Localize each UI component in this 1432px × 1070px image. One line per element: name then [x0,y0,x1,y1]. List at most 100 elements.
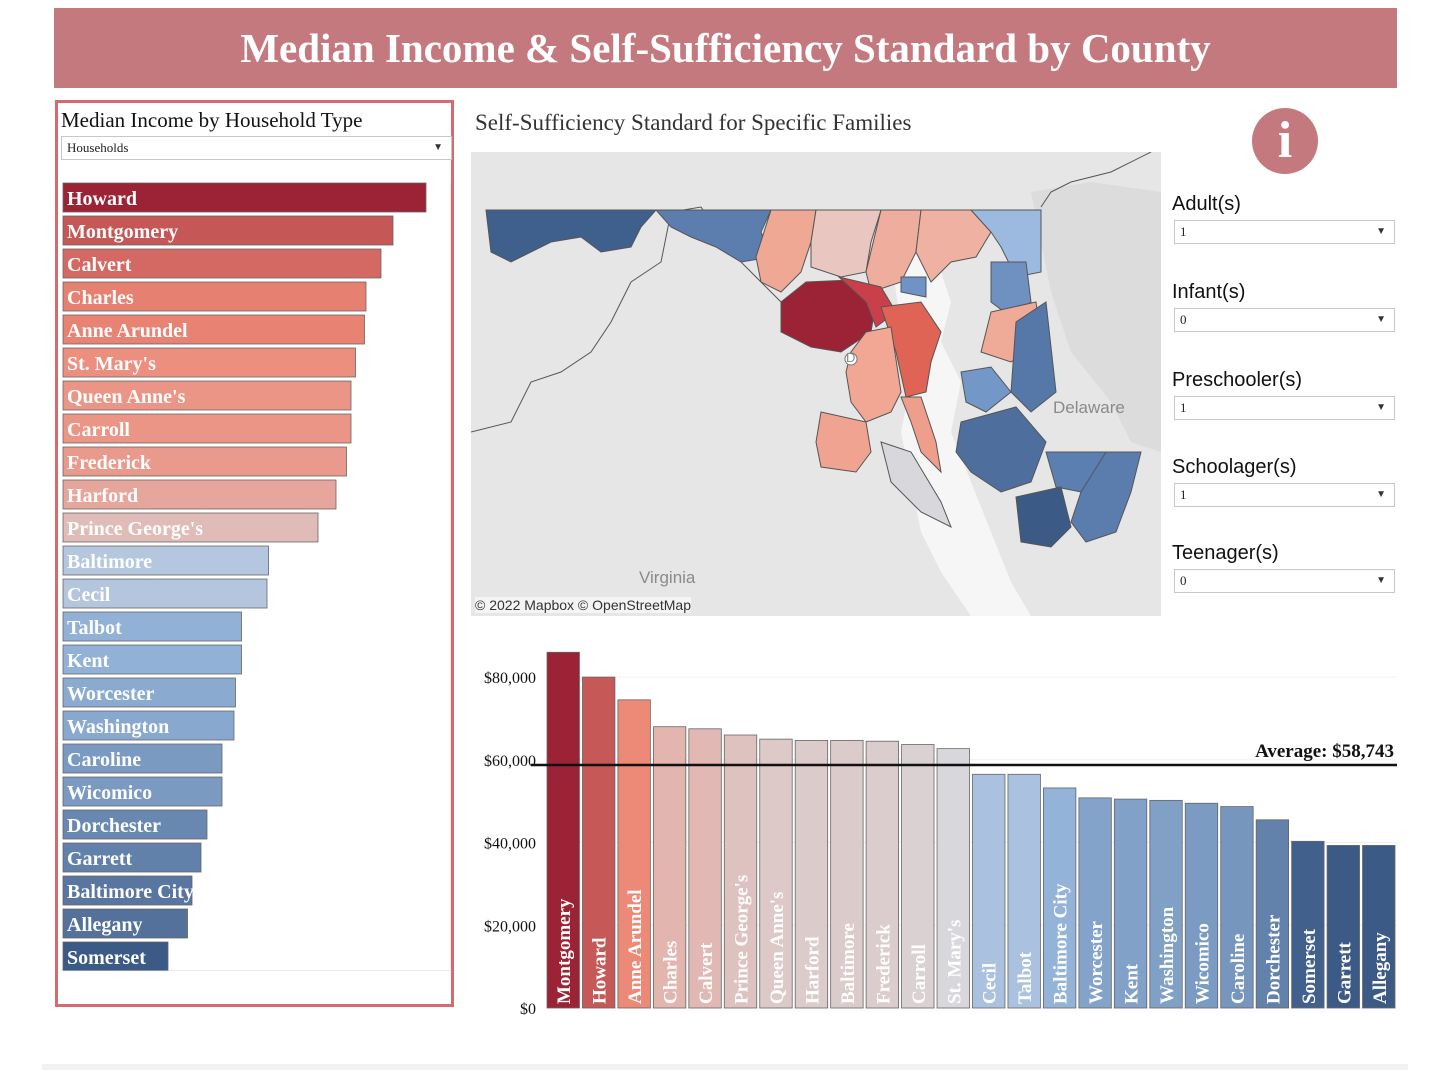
household-type-select[interactable]: Households ▼ [61,136,452,160]
standard-bar [1220,806,1254,1009]
standard-bar-label: Wicomico [1192,923,1213,1004]
standard-bar [652,726,687,1009]
title-banner: Median Income & Self-Sufficiency Standar… [54,8,1397,88]
filter-preschoolers-value: 1 [1180,400,1187,415]
income-bar [62,215,394,246]
income-bar-label: Carroll [67,419,130,441]
income-bar-label: Caroline [67,749,141,771]
county-caroline[interactable] [1010,301,1057,413]
income-bar-label: Baltimore City [67,881,194,903]
filter-infants-select[interactable]: 0 ▼ [1174,308,1395,332]
dc-marker [844,352,858,366]
standard-bar-label: Baltimore [838,923,859,1004]
income-bar [62,842,202,873]
income-bar [62,809,208,840]
income-bar [62,743,223,774]
income-bar-label: Baltimore [67,551,152,573]
standard-bar-label: Howard [590,937,611,1004]
standard-bar [688,728,722,1009]
standard-bar-label: St. Mary's [944,920,965,1004]
y-tick-label: $60,000 [484,753,536,770]
income-bar [62,875,193,906]
standard-bar [972,773,1006,1009]
county-charles[interactable] [815,411,872,473]
income-bar-label: Cecil [67,584,111,606]
county-anne-arundel[interactable] [880,301,942,398]
standard-bar-label: Allegany [1370,932,1391,1004]
chevron-down-icon: ▼ [1376,402,1386,413]
standard-bar-label: Montgomery [554,898,575,1004]
income-bar-label: Anne Arundel [67,320,188,342]
county-garrett-allegany[interactable] [485,209,658,263]
standard-bar-label: Cecil [980,963,1001,1004]
standard-bar-label: Harford [802,936,823,1004]
county-baltimore-city[interactable] [900,276,927,298]
standard-bar [901,744,935,1009]
filter-teenagers-select[interactable]: 0 ▼ [1174,569,1395,593]
county-washington[interactable] [654,209,772,263]
income-bar [62,512,319,543]
income-bar [62,776,223,807]
map-title: Self-Sufficiency Standard for Specific F… [475,110,912,135]
county-talbot[interactable] [960,366,1012,413]
income-bar-label: Queen Anne's [67,386,186,408]
income-bar-label: Worcester [67,683,154,705]
household-type-value: Households [67,140,129,155]
filter-schoolagers-select[interactable]: 1 ▼ [1174,483,1395,507]
county-worcester[interactable] [1070,451,1142,543]
income-bar [62,413,352,444]
county-map[interactable]: Virginia Delaware D © 2022 Mapbox © Open… [471,152,1161,616]
y-tick-label: $80,000 [484,670,536,687]
income-bar-label: Talbot [67,617,122,639]
standard-bar [1326,845,1360,1009]
standard-bar [1007,773,1041,1009]
income-bar-label: Wicomico [67,782,152,804]
filter-adults-select[interactable]: 1 ▼ [1174,220,1395,244]
income-bar-label: Howard [67,188,137,210]
chevron-down-icon: ▼ [1376,575,1386,586]
median-income-title: Median Income by Household Type [61,108,363,132]
page-title: Median Income & Self-Sufficiency Standar… [240,25,1211,71]
income-bar-label: Harford [67,485,138,507]
filter-schoolagers-value: 1 [1180,487,1187,502]
income-bar-label: Charles [67,287,134,309]
filter-preschoolers-select[interactable]: 1 ▼ [1174,396,1395,420]
filter-infants-label: Infant(s) [1172,281,1246,303]
income-bar-label: Somerset [67,947,146,969]
income-bar [62,644,242,675]
county-st-marys[interactable] [880,441,952,529]
standard-bar [1184,802,1219,1009]
standard-bar-label: Kent [1122,963,1143,1004]
county-dorchester[interactable] [955,406,1047,493]
income-bar-label: Washington [67,716,169,738]
virginia-label: Virginia [639,568,696,587]
income-bar [62,347,356,378]
y-tick-label: $0 [520,1001,536,1016]
delaware-label: Delaware [1053,398,1125,417]
county-calvert[interactable] [900,396,942,474]
standard-bar-label: Washington [1157,906,1178,1004]
standard-bar [1149,799,1183,1009]
filter-schoolagers-label: Schoolager(s) [1172,456,1297,478]
standard-bar-label: Caroline [1228,934,1249,1004]
standard-bar [1113,798,1148,1009]
county-somerset[interactable] [1015,486,1072,548]
standard-bar-label: Frederick [873,924,894,1004]
income-bar [62,182,427,213]
filter-teenagers-value: 0 [1180,573,1187,588]
standard-bar [759,738,793,1009]
state-border-line [1040,152,1152,208]
info-icon[interactable]: i [1252,108,1318,174]
standard-bar-label: Carroll [909,944,930,1004]
standard-bar [1255,819,1290,1009]
bottom-divider [42,1064,1408,1070]
chevron-down-icon: ▼ [1376,489,1386,500]
income-bar [62,248,382,279]
chevron-down-icon: ▼ [433,142,443,153]
standard-bar [1078,797,1112,1009]
income-bar [62,446,347,477]
income-bar-label: Frederick [67,452,152,474]
standard-bar [865,740,899,1009]
standard-bar [582,676,616,1009]
standard-bar [546,651,580,1009]
